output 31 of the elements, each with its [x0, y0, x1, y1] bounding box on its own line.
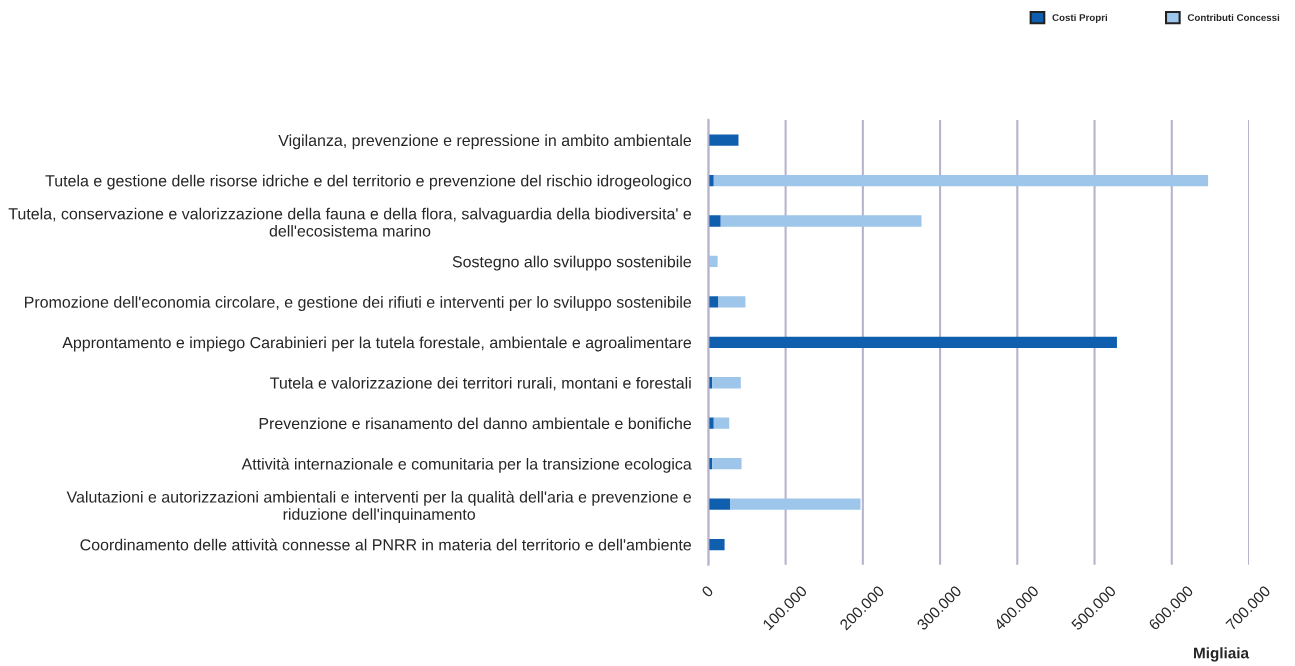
y-tick-label: Vigilanza, prevenzione e repressione in ambito ambientale [278, 134, 692, 150]
bar [708, 417, 714, 429]
y-tick-label: Approntamento e impiego Carabinieri per la tutela forestale, ambientale e agroalimentare [62, 336, 692, 352]
bar [708, 134, 739, 146]
bar [712, 457, 742, 470]
bar [708, 215, 721, 227]
bar [708, 336, 1117, 348]
y-tick-label: Valutazioni e autorizzazioni ambientali e interventi per la qualità dell'aria e prevenzione e riduzione dell'inquinamento [66, 490, 692, 524]
bar [708, 174, 714, 187]
y-tick-label: Prevenzione e risanamento del danno ambientale e bonifiche [259, 417, 692, 430]
y-tick-label: Promozione dell'economia circolare, e gestione dei rifiuti e interventi per lo sviluppo sostenibile [25, 296, 692, 311]
legend-label: Costi Propri [1052, 13, 1108, 23]
legend-label: Contributi Concessi [1187, 13, 1280, 22]
bar [720, 215, 922, 227]
bar [729, 498, 861, 510]
bar [708, 538, 725, 551]
x-tick-label: 0 [701, 584, 714, 598]
bar [713, 417, 730, 429]
y-tick-label: Attività internazionale e comunitaria per la transizione ecologica [241, 457, 692, 473]
bar [708, 296, 719, 308]
bar [708, 255, 718, 268]
y-tick-label: Tutela e valorizzazione dei territori rurali, montani e forestali [270, 376, 691, 391]
y-tick-label: Sostegno allo sviluppo sostenibile [452, 255, 691, 271]
bar [708, 498, 730, 510]
y-tick-label: Tutela, conservazione e valorizzazione della fauna e della flora, salvaguardia della biodiversita' e dell'ecosistema marino [8, 207, 692, 237]
y-tick-label: Tutela e gestione delle risorse idriche e del territorio e prevenzione del rischio idrogeologico [45, 174, 692, 190]
bar [712, 377, 741, 389]
bar [713, 174, 1209, 187]
x-axis-title: Migliaia [1194, 647, 1250, 662]
y-tick-label: Coordinamento delle attività connesse al PNRR in materia del territorio e dell'ambiente [80, 538, 692, 551]
bar [718, 296, 746, 308]
